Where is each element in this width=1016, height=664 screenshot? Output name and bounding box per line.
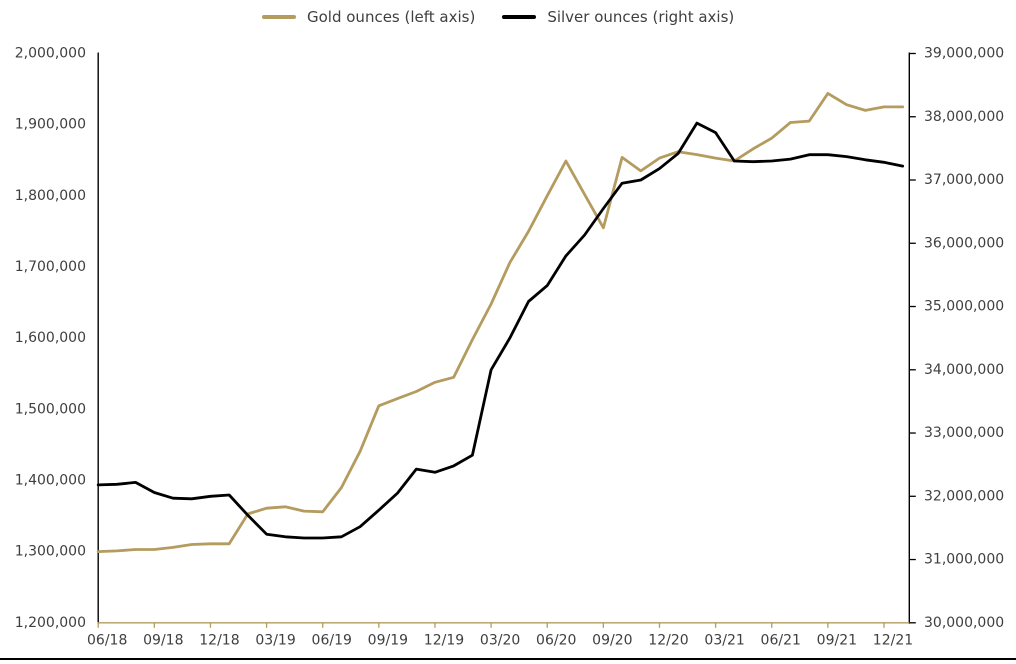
left-axis-tick-label: 1,700,000 bbox=[15, 259, 86, 275]
right-axis-tick-label: 37,000,000 bbox=[924, 172, 1004, 188]
legend-item-gold: Gold ounces (left axis) bbox=[262, 8, 475, 26]
right-axis-tick-label: 30,000,000 bbox=[924, 615, 1004, 631]
left-axis-tick-label: 1,800,000 bbox=[15, 188, 86, 204]
x-axis-tick-label: 12/21 bbox=[873, 632, 913, 648]
right-axis-tick-label: 38,000,000 bbox=[924, 109, 1004, 125]
left-axis-tick-label: 1,200,000 bbox=[15, 615, 86, 631]
x-axis-tick-label: 09/18 bbox=[143, 632, 183, 648]
left-axis-tick-label: 2,000,000 bbox=[15, 46, 86, 62]
silver-series-swatch bbox=[502, 15, 537, 19]
right-axis-tick-label: 39,000,000 bbox=[924, 46, 1004, 62]
x-axis-tick-label: 06/18 bbox=[87, 632, 127, 648]
x-axis-tick-label: 09/20 bbox=[592, 632, 632, 648]
gold-series-swatch bbox=[262, 15, 296, 19]
x-axis-tick-label: 06/19 bbox=[312, 632, 352, 648]
left-axis-tick-label: 1,400,000 bbox=[15, 472, 86, 488]
right-axis-tick-label: 36,000,000 bbox=[924, 235, 1004, 251]
right-axis-tick-label: 33,000,000 bbox=[924, 425, 1004, 441]
gold-series-line bbox=[96, 92, 905, 553]
right-axis-tick-label: 31,000,000 bbox=[924, 552, 1004, 568]
x-axis-tick-label: 03/19 bbox=[255, 632, 295, 648]
chart-legend: Gold ounces (left axis) Silver ounces (r… bbox=[262, 8, 734, 26]
right-axis-tick-label: 34,000,000 bbox=[924, 362, 1004, 378]
x-axis-tick-label: 12/18 bbox=[199, 632, 239, 648]
chart-bottom-border bbox=[0, 657, 1016, 661]
left-axis-tick-label: 1,500,000 bbox=[15, 401, 86, 417]
left-axis-tick-label: 1,900,000 bbox=[15, 117, 86, 133]
x-axis-tick-label: 12/20 bbox=[648, 632, 688, 648]
left-axis-tick-label: 1,600,000 bbox=[15, 330, 86, 346]
right-axis-tick-label: 32,000,000 bbox=[924, 488, 1004, 504]
legend-label-gold: Gold ounces (left axis) bbox=[307, 8, 476, 26]
silver-series-line bbox=[96, 121, 905, 540]
x-axis-tick-label: 12/19 bbox=[424, 632, 464, 648]
x-axis-tick-label: 09/19 bbox=[368, 632, 408, 648]
left-axis-tick-label: 1,300,000 bbox=[15, 544, 86, 560]
x-axis-tick-label: 09/21 bbox=[817, 632, 857, 648]
x-axis-tick-label: 06/20 bbox=[536, 632, 576, 648]
legend-item-silver: Silver ounces (right axis) bbox=[502, 8, 734, 26]
x-axis-tick-label: 03/21 bbox=[704, 632, 744, 648]
right-axis-tick-label: 35,000,000 bbox=[924, 299, 1004, 315]
x-axis-tick-label: 03/20 bbox=[480, 632, 520, 648]
x-axis-tick-label: 06/21 bbox=[761, 632, 801, 648]
legend-label-silver: Silver ounces (right axis) bbox=[547, 8, 735, 26]
